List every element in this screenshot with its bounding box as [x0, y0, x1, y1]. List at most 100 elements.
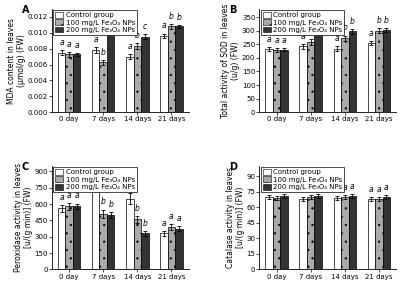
Bar	[300, 199, 307, 269]
Legend: Control group, 100 mg/L Fe₃O₄ NPs, 200 mg/L Fe₃O₄ NPs: Control group, 100 mg/L Fe₃O₄ NPs, 200 m…	[260, 10, 344, 35]
Text: a: a	[67, 40, 71, 49]
Text: b: b	[142, 219, 147, 228]
Bar	[348, 196, 356, 269]
Bar	[160, 36, 168, 112]
Text: a: a	[67, 191, 71, 200]
Bar	[168, 26, 175, 112]
Bar	[375, 199, 383, 269]
Bar	[368, 199, 375, 269]
Text: b: b	[101, 197, 106, 206]
Text: A: A	[22, 5, 30, 15]
Text: b: b	[342, 23, 347, 33]
Bar	[334, 198, 341, 269]
Text: a: a	[162, 219, 166, 228]
Text: a: a	[282, 36, 286, 45]
Bar	[175, 26, 183, 112]
Legend: Control group, 100 mg/L Fe₃O₄ NPs, 200 mg/L Fe₃O₄ NPs: Control group, 100 mg/L Fe₃O₄ NPs, 200 m…	[53, 167, 137, 192]
Text: a: a	[335, 184, 340, 193]
Text: a: a	[274, 184, 279, 193]
Text: b: b	[108, 200, 113, 209]
Bar	[58, 208, 65, 269]
Bar	[126, 57, 134, 112]
Text: a: a	[282, 182, 286, 191]
Bar	[314, 196, 322, 269]
Text: a: a	[93, 35, 98, 44]
Bar	[141, 234, 148, 269]
Text: b: b	[350, 17, 355, 26]
Bar	[265, 49, 273, 112]
Text: a: a	[369, 185, 374, 194]
Bar	[341, 197, 348, 269]
Bar	[280, 196, 288, 269]
Bar	[314, 32, 322, 112]
Legend: Control group, 100 mg/L Fe₃O₄ NPs, 200 mg/L Fe₃O₄ NPs: Control group, 100 mg/L Fe₃O₄ NPs, 200 m…	[53, 10, 137, 35]
Text: b: b	[176, 13, 181, 22]
Text: a: a	[74, 192, 79, 200]
Text: c: c	[108, 15, 113, 24]
Text: b: b	[135, 31, 140, 40]
Text: a: a	[369, 29, 374, 38]
Text: a: a	[59, 38, 64, 47]
Bar	[300, 46, 307, 112]
Text: a: a	[308, 183, 313, 192]
Bar	[141, 37, 148, 112]
Bar	[280, 50, 288, 112]
Bar	[334, 49, 341, 112]
Bar	[73, 54, 80, 112]
Text: a: a	[93, 169, 98, 178]
Text: a: a	[267, 183, 271, 192]
Text: a: a	[335, 34, 340, 43]
Text: a: a	[274, 36, 279, 45]
Text: b: b	[308, 27, 313, 36]
Text: a: a	[59, 193, 64, 202]
Bar	[92, 50, 100, 112]
Text: a: a	[350, 182, 355, 191]
Text: C: C	[22, 162, 29, 172]
Y-axis label: Peroxidase activity in leaves
[u/(g·min)] (FW): Peroxidase activity in leaves [u/(g·min)…	[14, 163, 33, 272]
Bar	[168, 227, 175, 269]
Bar	[92, 186, 100, 269]
Text: a: a	[74, 41, 79, 49]
Bar	[307, 197, 314, 269]
Text: b: b	[169, 12, 174, 21]
Text: a: a	[162, 21, 166, 30]
Text: a: a	[301, 185, 306, 194]
Text: a: a	[128, 181, 132, 190]
Text: a: a	[128, 42, 132, 51]
Text: B: B	[230, 5, 237, 15]
Bar	[307, 42, 314, 112]
Text: a: a	[169, 212, 174, 221]
Bar	[107, 215, 114, 269]
Bar	[58, 53, 65, 112]
Text: b: b	[316, 18, 321, 27]
Bar	[126, 199, 134, 269]
Bar	[100, 214, 107, 269]
Bar	[160, 234, 168, 269]
Bar	[134, 219, 141, 269]
Bar	[348, 31, 356, 112]
Text: a: a	[342, 183, 347, 192]
Text: b: b	[384, 16, 389, 25]
Bar	[383, 197, 390, 269]
Bar	[341, 38, 348, 112]
Bar	[273, 50, 280, 112]
Text: b: b	[376, 16, 381, 25]
Bar	[273, 198, 280, 269]
Text: a: a	[301, 32, 306, 41]
Text: a: a	[177, 214, 181, 223]
Legend: Control group, 100 mg/L Fe₃O₄ NPs, 200 mg/L Fe₃O₄ NPs: Control group, 100 mg/L Fe₃O₄ NPs, 200 m…	[260, 167, 344, 192]
Bar	[73, 206, 80, 269]
Bar	[107, 30, 114, 112]
Y-axis label: MDA content in leaves
(μmol/g) (FW): MDA content in leaves (μmol/g) (FW)	[7, 17, 26, 104]
Text: D: D	[230, 162, 238, 172]
Text: b: b	[101, 48, 106, 57]
Text: c: c	[143, 22, 147, 31]
Text: a: a	[384, 183, 389, 192]
Bar	[368, 43, 375, 112]
Bar	[65, 54, 73, 112]
Bar	[134, 46, 141, 112]
Bar	[265, 197, 273, 269]
Bar	[65, 206, 73, 269]
Y-axis label: Catalase activity in leaves
[u/(g·min)] (FW): Catalase activity in leaves [u/(g·min)] …	[226, 167, 245, 268]
Bar	[175, 229, 183, 269]
